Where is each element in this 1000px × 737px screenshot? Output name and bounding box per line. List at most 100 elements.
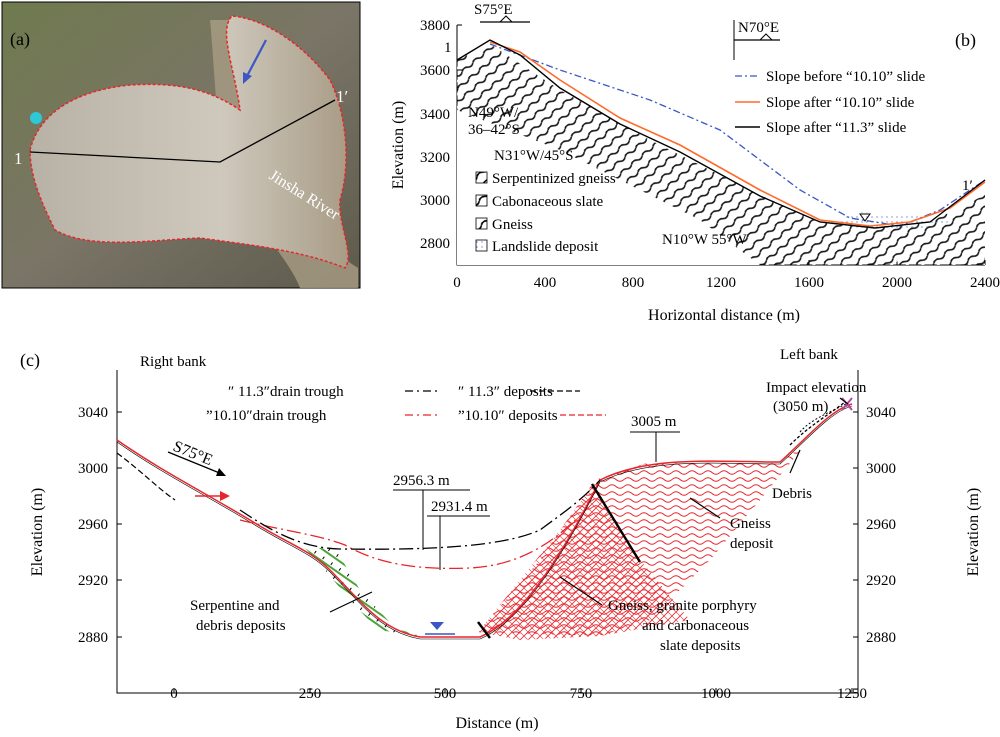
b-y-tick-label: 3800 [420,18,450,34]
b-x-tick-label: 800 [622,275,645,291]
y-ticks-c: 3040 3040 3000 3000 2960 2960 2920 2920 2880 2880 [78,405,896,646]
serp-line2: debris deposits [196,618,286,634]
b-y-tick-label: 3200 [420,150,450,166]
panel-c: 3040 3040 3000 3000 2960 2960 2920 2920 2880 2880… [20,347,982,732]
attitude1-line1: N49°W/ [468,105,519,121]
legend-b-1: Slope after “10.10” slide [766,95,915,111]
legend-deposits-113: ″ 11.3″ deposits [458,384,553,400]
lith-item-2: Gneiss [492,217,533,233]
xlabel-b: Horizontal distance (m) [648,307,800,324]
legend-deposits-1010: ”10.10″ deposits [458,408,558,424]
x-ticks-b: 0 400 800 1200 1600 2000 2400 [453,260,1000,291]
section-line-1-1p [29,99,336,163]
s75e-marker [499,15,513,23]
landslide-outline [29,15,349,269]
legend-b-0: Slope before “10.10” slide [766,69,925,85]
deposits-113-left [116,452,176,501]
lithology-legend: Serpentinized gneiss Cabonaceous slate G… [475,171,616,255]
b-x-tick-label: 400 [534,275,557,291]
section-start-b: 1 [444,40,452,56]
panel-a: (a) 1 1′ Jinsha River [1,1,361,289]
level-2956: 2956.3 m [393,473,450,489]
interface-1 [590,483,642,563]
c-y-tick-label: 2960 [78,517,108,533]
gneiss-line2: deposit [730,536,774,552]
water-level-marker-b [859,213,871,222]
c-y-tick-label-right: 3040 [866,405,896,421]
b-x-tick-label: 2000 [882,275,912,291]
lake-marker [30,112,42,124]
b-y-tick-label: 3400 [420,107,450,123]
blue-arrow-head [243,72,252,84]
section-start-a: 1 [14,149,23,168]
c-x-tick-label: 1000 [701,686,731,702]
direction-arrow-head [216,468,226,476]
c-y-tick-label-right: 2960 [866,517,896,533]
c-x-tick-label: 0 [170,686,178,702]
b-y-tick-label: 3600 [420,63,450,79]
c-y-tick-label: 2880 [78,630,108,646]
xlabel-c: Distance (m) [455,715,538,732]
section-end-b: 1′ [962,178,973,194]
lith-item-1: Cabonaceous slate [492,194,604,210]
right-orientation-b: N70°E [738,20,779,36]
c-y-tick-label: 3000 [78,461,108,477]
gneiss-deposit [478,445,805,636]
mix-line2: and carbonaceous [642,618,749,634]
legend-c: ″ 11.3″drain trough ″ 11.3″ deposits ”10… [206,384,606,424]
level-3005: 3005 m [631,414,677,430]
ground-profile [116,403,853,638]
c-y-tick-label-right: 3000 [866,461,896,477]
slope-after-1010 [489,41,986,227]
debris-marker [799,403,847,433]
b-y-tick-label: 3000 [420,193,450,209]
deposits-113-right [789,401,846,446]
serp-line1: Serpentine and [190,598,280,614]
lith-item-0: Serpentinized gneiss [492,171,616,187]
c-x-tick-label: 250 [299,686,322,702]
panel-a-label: (a) [10,29,30,50]
attitude1-line2: 36–42°S [468,122,520,138]
gneiss-line1: Gneiss [730,516,771,532]
interface-2 [477,621,491,639]
left-orientation-b: S75°E [474,2,513,18]
drain-trough-1010 [239,519,576,570]
b-x-tick-label: 1200 [706,275,736,291]
legend-drain-113: ″ 11.3″drain trough [228,384,344,400]
red-arrow-head [220,491,230,501]
serpentine-deposits [305,548,420,636]
axes-c [116,370,859,694]
panel-b: 3800 3600 3400 3200 3000 2800 0 400 800 1200 1600… [390,2,1000,324]
c-x-tick-label: 500 [434,686,457,702]
mix-line1: Gneiss, granite porphyry [608,598,757,614]
impact-line1: Impact elevation [766,380,867,396]
drain-trough-113 [239,479,601,550]
c-y-tick-label-right: 2920 [866,573,896,589]
c-y-tick-label-right: 2880 [866,630,896,646]
y-ticks-b: 3800 3600 3400 3200 3000 2800 [420,18,462,252]
direction-label: S75°E [171,438,215,469]
section-end-a: 1′ [336,87,348,106]
x-ticks-c: 0 250 500 750 1000 1250 [170,686,867,702]
ylabel-c-left: Elevation (m) [29,488,46,576]
c-x-tick-label: 750 [570,686,593,702]
c-y-tick-label: 3040 [78,405,108,421]
c-y-tick-label: 2920 [78,573,108,589]
panel-c-label: (c) [20,350,40,371]
legend-drain-1010: ”10.10″drain trough [206,408,327,424]
n70e-marker [759,33,773,41]
below-mass-fill [457,110,760,265]
debris-label: Debris [772,486,812,502]
right-bank: Right bank [140,354,207,370]
b-x-tick-label: 2400 [970,275,1000,291]
water-level-marker-c [430,622,444,630]
b-y-tick-label: 2800 [420,236,450,252]
attitude2: N31°W/45°S [494,148,574,164]
direction-arrow [167,451,223,475]
slope-after-113 [456,39,986,229]
pointer-arrows [329,397,849,613]
impact-line2: (3050 m) [773,399,828,415]
line-legend-b: Slope before “10.10” slide Slope after “… [735,69,925,136]
attitude3: N10°W 55°W [662,232,747,248]
ylabel-c-right: Elevation (m) [965,488,982,576]
